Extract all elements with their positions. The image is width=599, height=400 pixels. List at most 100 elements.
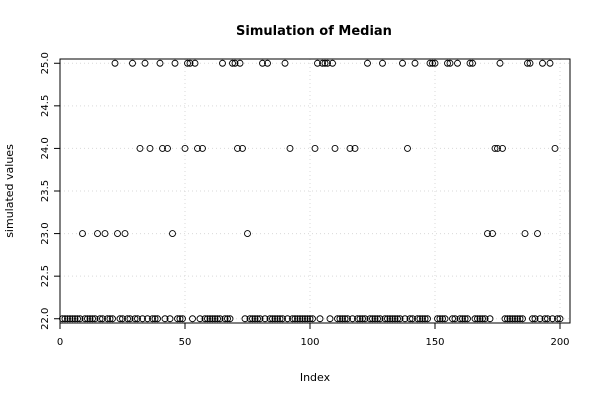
y-tick-label: 24.0 <box>40 137 51 159</box>
data-point <box>144 315 151 323</box>
data-point <box>306 315 314 323</box>
data-point <box>204 315 211 323</box>
chart-title: Simulation of Median <box>236 24 392 39</box>
data-point <box>461 315 469 323</box>
data-points <box>59 59 564 323</box>
data-point <box>334 315 341 323</box>
data-point <box>551 144 559 152</box>
data-point <box>79 230 86 238</box>
data-point <box>126 315 134 323</box>
data-point <box>269 315 276 323</box>
data-point <box>111 59 119 67</box>
data-point <box>109 315 116 323</box>
data-point <box>351 144 359 152</box>
data-point <box>271 315 279 323</box>
data-point <box>504 315 511 323</box>
data-point <box>311 144 319 152</box>
data-point <box>89 315 96 323</box>
data-point <box>71 315 79 323</box>
y-axis: 22.0 22.5 23.0 23.5 24.0 24.5 25.0 <box>40 52 60 330</box>
data-point <box>456 315 464 323</box>
data-point <box>114 230 121 238</box>
data-point <box>486 315 494 323</box>
data-point <box>279 315 286 323</box>
data-point <box>259 59 266 67</box>
x-tick-label: 150 <box>425 337 444 348</box>
data-point <box>344 315 351 323</box>
data-point <box>104 315 111 323</box>
data-point <box>66 315 74 323</box>
data-point <box>299 315 306 323</box>
data-point <box>406 315 414 323</box>
data-point <box>429 59 436 67</box>
data-point <box>176 315 184 323</box>
data-point <box>309 315 316 323</box>
data-point <box>229 59 236 67</box>
data-point <box>411 59 419 67</box>
data-point <box>511 315 519 323</box>
data-point <box>201 315 209 323</box>
data-point <box>124 315 131 323</box>
data-point <box>384 315 391 323</box>
data-point <box>556 315 564 323</box>
data-point <box>539 59 546 67</box>
data-point <box>464 315 471 323</box>
data-point <box>501 315 509 323</box>
data-point <box>231 59 239 67</box>
data-point <box>84 315 91 323</box>
data-point <box>264 59 271 67</box>
data-point <box>381 315 389 323</box>
data-point <box>181 144 189 152</box>
data-point <box>394 315 401 323</box>
data-point <box>441 315 449 323</box>
data-point <box>226 315 234 323</box>
x-axis-label: Index <box>300 371 331 384</box>
data-point <box>509 315 516 323</box>
data-point <box>436 315 444 323</box>
data-point <box>399 59 406 67</box>
data-point <box>484 230 491 238</box>
data-point <box>134 315 141 323</box>
data-point <box>239 144 246 152</box>
y-tick-label: 23.0 <box>40 222 51 244</box>
data-point <box>481 315 489 323</box>
data-point <box>404 144 411 152</box>
data-point <box>164 144 171 152</box>
data-point <box>119 315 126 323</box>
data-point <box>339 315 346 323</box>
data-point <box>466 59 474 67</box>
data-point <box>534 230 541 238</box>
data-point <box>419 315 426 323</box>
data-point <box>86 315 94 323</box>
x-tick-label: 50 <box>179 337 192 348</box>
data-point <box>476 315 484 323</box>
data-point <box>156 59 164 67</box>
data-point <box>91 315 99 323</box>
data-point <box>409 315 416 323</box>
data-point <box>116 315 124 323</box>
data-point <box>319 59 326 67</box>
data-point <box>211 315 219 323</box>
data-point <box>366 315 374 323</box>
data-point <box>159 144 166 152</box>
data-point <box>324 59 331 67</box>
data-point <box>489 230 496 238</box>
data-point <box>361 315 369 323</box>
data-point <box>294 315 301 323</box>
data-point <box>554 315 561 323</box>
data-point <box>169 230 176 238</box>
data-point <box>474 315 481 323</box>
data-point <box>286 144 294 152</box>
data-point <box>359 315 366 323</box>
data-point <box>196 315 204 323</box>
data-point <box>526 59 534 67</box>
data-point <box>459 315 466 323</box>
data-point <box>516 315 524 323</box>
data-point <box>389 315 396 323</box>
data-point <box>121 230 129 238</box>
data-point <box>369 315 376 323</box>
data-point <box>249 315 256 323</box>
data-point <box>401 315 409 323</box>
data-point <box>244 230 251 238</box>
data-point <box>241 315 249 323</box>
